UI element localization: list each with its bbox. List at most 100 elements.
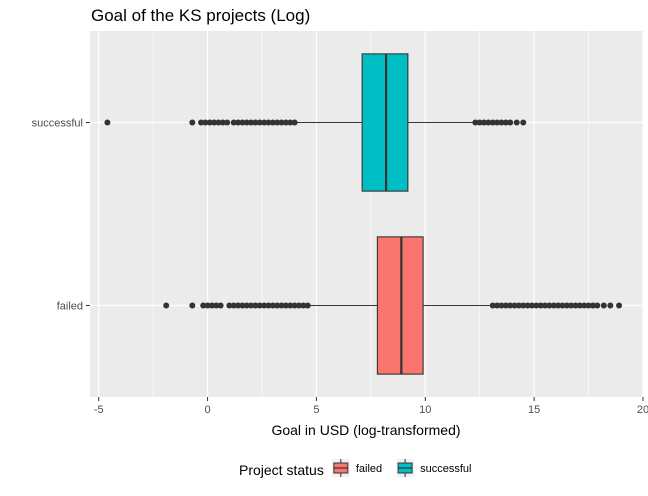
outlier-point (287, 119, 294, 126)
x-tick-label: 10 (419, 404, 431, 416)
outlier-point (291, 302, 298, 309)
outlier-point (226, 302, 233, 309)
outlier-point (572, 302, 579, 309)
outlier-point (265, 119, 272, 126)
legend-item-successful: successful (396, 459, 471, 477)
x-tick-label: 5 (313, 404, 319, 416)
outlier-point (252, 119, 259, 126)
outlier-point (498, 119, 505, 126)
outlier-point (472, 119, 479, 126)
x-axis: -5 0 5 10 15 20 (94, 397, 648, 416)
outlier-point (296, 302, 303, 309)
outlier-point (304, 302, 311, 309)
outlier-point (585, 302, 592, 309)
outlier-point (568, 302, 575, 309)
outlier-point (104, 119, 111, 126)
outlier-point (489, 302, 496, 309)
outlier-point (243, 302, 250, 309)
box-failed (163, 236, 623, 375)
outlier-point (256, 302, 263, 309)
outlier-point (494, 302, 501, 309)
outlier-point (546, 302, 553, 309)
outlier-point (489, 119, 496, 126)
legend-item-failed: failed (331, 459, 382, 477)
outlier-point (189, 302, 196, 309)
outlier-point (300, 302, 307, 309)
outlier-point (219, 119, 226, 126)
y-tick-label: successful (32, 118, 83, 130)
outlier-point (265, 302, 272, 309)
outlier-point (287, 302, 294, 309)
x-tick-label: 0 (205, 404, 211, 416)
outlier-point (248, 302, 255, 309)
outlier-point (189, 119, 196, 126)
legend-label: failed (356, 463, 382, 475)
outlier-point (252, 302, 259, 309)
outlier-point (476, 119, 483, 126)
outlier-point (520, 302, 527, 309)
x-axis-title: Goal in USD (log-transformed) (271, 422, 460, 438)
outlier-point (502, 302, 509, 309)
outlier-point (513, 119, 520, 126)
outlier-point (230, 302, 237, 309)
outlier-point (204, 302, 211, 309)
outlier-point (555, 302, 562, 309)
outlier-point (230, 119, 237, 126)
outlier-point (520, 119, 527, 126)
outlier-point (269, 302, 276, 309)
outlier-point (494, 119, 501, 126)
outlier-point (550, 302, 557, 309)
box-successful (104, 53, 527, 192)
outlier-point (542, 302, 549, 309)
outlier-point (589, 302, 596, 309)
outlier-point (261, 119, 268, 126)
outlier-point (211, 119, 218, 126)
x-tick-label: -5 (94, 404, 104, 416)
outlier-point (278, 119, 285, 126)
outlier-point (537, 302, 544, 309)
outlier-point (282, 302, 289, 309)
outlier-point (200, 302, 207, 309)
outlier-point (261, 302, 268, 309)
legend: Project status failed successful (239, 459, 471, 478)
outlier-point (206, 119, 213, 126)
outlier-point (224, 119, 231, 126)
chart-title: Goal of the KS projects (Log) (91, 6, 310, 25)
outlier-point (248, 119, 255, 126)
outlier-point (498, 302, 505, 309)
outlier-point (502, 119, 509, 126)
outlier-point (278, 302, 285, 309)
outlier-point (600, 302, 607, 309)
x-tick-label: 20 (637, 404, 648, 416)
outlier-point (524, 302, 531, 309)
outlier-point (533, 302, 540, 309)
legend-label: successful (420, 463, 471, 475)
outlier-point (515, 302, 522, 309)
outlier-point (215, 119, 222, 126)
outlier-point (202, 119, 209, 126)
outlier-point (256, 119, 263, 126)
legend-title: Project status (239, 462, 324, 478)
outlier-point (274, 119, 281, 126)
outlier-point (581, 302, 588, 309)
outlier-point (274, 302, 281, 309)
outlier-point (576, 302, 583, 309)
outlier-point (607, 302, 614, 309)
outlier-point (563, 302, 570, 309)
outlier-point (269, 119, 276, 126)
outlier-point (291, 119, 298, 126)
outlier-point (282, 119, 289, 126)
outlier-point (208, 302, 215, 309)
y-axis: successful failed (32, 118, 90, 313)
y-tick-label: failed (57, 301, 83, 313)
outlier-point (507, 302, 514, 309)
x-tick-label: 15 (528, 404, 540, 416)
outlier-point (594, 302, 601, 309)
outlier-point (485, 119, 492, 126)
grid-major (90, 31, 644, 397)
outlier-point (616, 302, 623, 309)
outlier-point (235, 302, 242, 309)
outlier-point (243, 119, 250, 126)
outlier-point (507, 119, 514, 126)
